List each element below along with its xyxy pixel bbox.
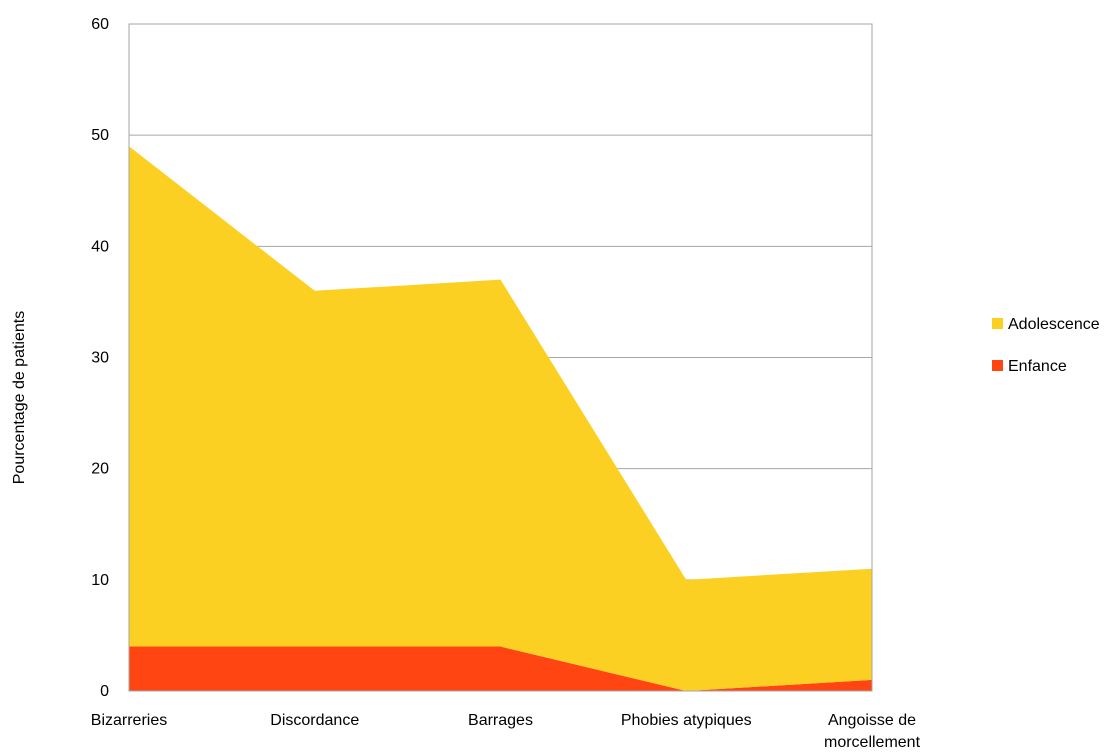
legend-swatch-adolescence	[992, 318, 1003, 329]
area-series-adolescence	[129, 146, 872, 692]
x-tick-label: Discordance	[270, 712, 359, 729]
y-axis-title: Pourcentage de patients	[11, 311, 28, 484]
x-tick-label: Angoisse de morcellement	[824, 712, 921, 751]
area-series	[129, 146, 872, 692]
x-axis-tick-labels: Bizarreries Discordance Barrages Phobies at…	[91, 712, 921, 751]
y-tick-label-60: 60	[91, 16, 109, 33]
y-tick-label-0: 0	[100, 683, 109, 700]
x-tick-label: Bizarreries	[91, 712, 167, 729]
plot-area-border	[128, 23, 873, 692]
legend-label-enfance: Enfance	[1008, 358, 1067, 375]
area-series-enfance	[129, 646, 872, 691]
legend-label-adolescence: Adolescence	[1008, 316, 1100, 333]
x-tick-label: Phobies atypiques	[621, 712, 752, 729]
legend-swatch-enfance	[992, 360, 1003, 371]
y-axis-tick-labels: 0 10 20 30 40 50 60	[91, 16, 109, 700]
legend: Adolescence Enfance	[992, 316, 1100, 375]
y-tick-label-30: 30	[91, 350, 109, 367]
y-tick-label-10: 10	[91, 572, 109, 589]
y-tick-label-50: 50	[91, 127, 109, 144]
x-tick-label: Barrages	[468, 712, 533, 729]
y-tick-label-20: 20	[91, 461, 109, 478]
y-tick-label-40: 40	[91, 238, 109, 255]
